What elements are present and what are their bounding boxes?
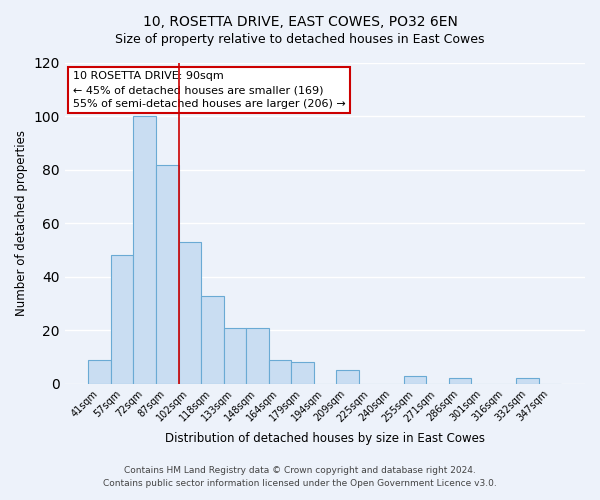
Text: 10, ROSETTA DRIVE, EAST COWES, PO32 6EN: 10, ROSETTA DRIVE, EAST COWES, PO32 6EN (143, 15, 457, 29)
Bar (224, 328, 246, 384)
Bar (88, 360, 111, 384)
Bar (517, 378, 539, 384)
X-axis label: Distribution of detached houses by size in East Cowes: Distribution of detached houses by size … (165, 432, 485, 445)
Bar (179, 242, 201, 384)
Text: Contains HM Land Registry data © Crown copyright and database right 2024.
Contai: Contains HM Land Registry data © Crown c… (103, 466, 497, 487)
Bar (336, 370, 359, 384)
Y-axis label: Number of detached properties: Number of detached properties (15, 130, 28, 316)
Bar (201, 296, 224, 384)
Bar (404, 376, 426, 384)
Text: Size of property relative to detached houses in East Cowes: Size of property relative to detached ho… (115, 32, 485, 46)
Bar (156, 164, 179, 384)
Bar (291, 362, 314, 384)
Bar (449, 378, 471, 384)
Bar (133, 116, 156, 384)
Bar (269, 360, 291, 384)
Bar (111, 256, 133, 384)
Bar (246, 328, 269, 384)
Text: 10 ROSETTA DRIVE: 90sqm
← 45% of detached houses are smaller (169)
55% of semi-d: 10 ROSETTA DRIVE: 90sqm ← 45% of detache… (73, 71, 346, 109)
